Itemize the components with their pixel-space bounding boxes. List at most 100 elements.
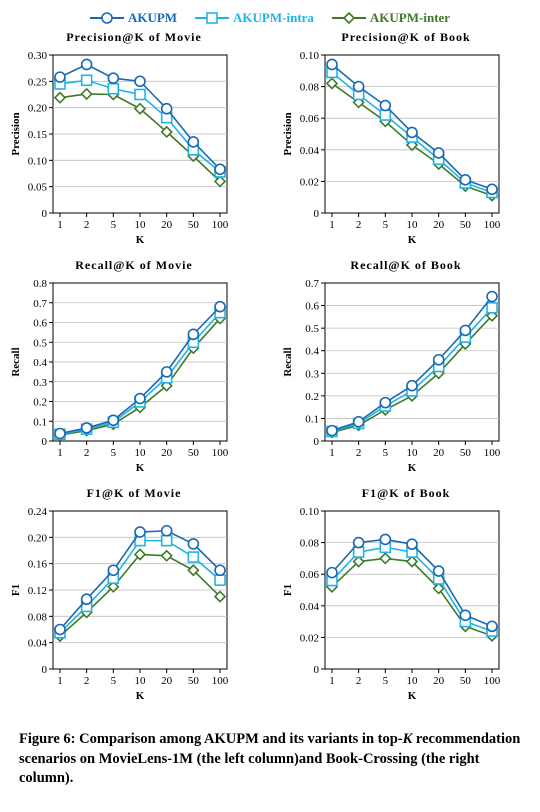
svg-text:Precision: Precision bbox=[282, 112, 294, 155]
chart-svg: 00.020.040.060.080.10125102050100KPrecis… bbox=[277, 47, 509, 247]
svg-text:0.06: 0.06 bbox=[300, 569, 320, 581]
svg-text:F1: F1 bbox=[10, 584, 22, 596]
svg-text:0.20: 0.20 bbox=[28, 103, 48, 115]
svg-text:0.4: 0.4 bbox=[33, 357, 47, 369]
chart-panel-f1-book: F1@K of Book00.020.040.060.080.101251020… bbox=[277, 486, 535, 708]
legend: AKUPM AKUPM-intra AKUPM-inter bbox=[5, 10, 535, 26]
svg-text:20: 20 bbox=[433, 675, 445, 687]
svg-text:K: K bbox=[136, 462, 145, 474]
svg-text:0.2: 0.2 bbox=[33, 397, 47, 409]
legend-label: AKUPM-intra bbox=[233, 10, 314, 26]
svg-text:F1: F1 bbox=[282, 584, 294, 596]
svg-text:1: 1 bbox=[57, 675, 63, 687]
legend-label: AKUPM-inter bbox=[370, 10, 450, 26]
svg-text:K: K bbox=[408, 234, 417, 246]
svg-text:100: 100 bbox=[484, 675, 501, 687]
svg-text:0.3: 0.3 bbox=[305, 368, 319, 380]
figure-caption: Figure 6: Comparison among AKUPM and its… bbox=[19, 730, 521, 789]
svg-text:0.02: 0.02 bbox=[300, 632, 319, 644]
svg-text:20: 20 bbox=[161, 219, 173, 231]
svg-text:0.15: 0.15 bbox=[28, 129, 48, 141]
svg-text:0: 0 bbox=[42, 436, 48, 448]
svg-text:0.8: 0.8 bbox=[33, 278, 47, 290]
caption-line1: Figure 6: Comparison among AKUPM and its… bbox=[19, 731, 403, 747]
panel-title: Precision@K of Movie bbox=[5, 30, 263, 45]
svg-text:2: 2 bbox=[84, 675, 90, 687]
svg-text:10: 10 bbox=[407, 447, 419, 459]
legend-item: AKUPM-inter bbox=[332, 10, 450, 26]
svg-text:10: 10 bbox=[135, 447, 147, 459]
panel-title: F1@K of Book bbox=[277, 486, 535, 501]
svg-text:0.5: 0.5 bbox=[33, 337, 47, 349]
svg-text:0.3: 0.3 bbox=[33, 377, 47, 389]
svg-text:0.1: 0.1 bbox=[305, 413, 319, 425]
svg-text:0.2: 0.2 bbox=[305, 391, 319, 403]
svg-text:20: 20 bbox=[433, 219, 445, 231]
svg-text:50: 50 bbox=[188, 675, 200, 687]
svg-text:0.20: 0.20 bbox=[28, 532, 48, 544]
svg-text:0.06: 0.06 bbox=[300, 113, 320, 125]
chart-svg: 00.040.080.120.160.200.24125102050100KF1 bbox=[5, 503, 237, 703]
svg-text:2: 2 bbox=[84, 447, 90, 459]
chart-svg: 00.10.20.30.40.50.60.70.8125102050100KRe… bbox=[5, 275, 237, 475]
svg-text:50: 50 bbox=[460, 675, 472, 687]
svg-text:50: 50 bbox=[188, 447, 200, 459]
svg-text:0.08: 0.08 bbox=[28, 611, 48, 623]
svg-text:1: 1 bbox=[57, 219, 63, 231]
chart-panel-recall-movie: Recall@K of Movie00.10.20.30.40.50.60.70… bbox=[5, 258, 263, 480]
svg-text:0: 0 bbox=[42, 664, 48, 676]
svg-text:K: K bbox=[136, 234, 145, 246]
svg-text:0.6: 0.6 bbox=[305, 301, 319, 313]
svg-text:50: 50 bbox=[460, 447, 472, 459]
svg-text:1: 1 bbox=[329, 675, 335, 687]
svg-text:1: 1 bbox=[329, 219, 335, 231]
svg-text:20: 20 bbox=[161, 447, 173, 459]
svg-text:0.08: 0.08 bbox=[300, 82, 320, 94]
svg-text:2: 2 bbox=[84, 219, 90, 231]
svg-text:0: 0 bbox=[42, 208, 48, 220]
svg-text:0.10: 0.10 bbox=[300, 506, 320, 518]
svg-text:2: 2 bbox=[356, 675, 362, 687]
chart-panel-recall-book: Recall@K of Book00.10.20.30.40.50.60.712… bbox=[277, 258, 535, 480]
svg-text:0.12: 0.12 bbox=[28, 585, 47, 597]
svg-text:0.16: 0.16 bbox=[28, 559, 48, 571]
circle-icon bbox=[90, 11, 124, 25]
svg-text:10: 10 bbox=[135, 219, 147, 231]
svg-text:0: 0 bbox=[314, 436, 320, 448]
svg-text:0.08: 0.08 bbox=[300, 538, 320, 550]
svg-text:0.04: 0.04 bbox=[300, 601, 320, 613]
legend-item: AKUPM bbox=[90, 10, 177, 26]
svg-text:20: 20 bbox=[161, 675, 173, 687]
legend-label: AKUPM bbox=[128, 10, 177, 26]
svg-text:5: 5 bbox=[111, 675, 117, 687]
svg-text:100: 100 bbox=[212, 675, 229, 687]
svg-text:100: 100 bbox=[484, 447, 501, 459]
svg-text:2: 2 bbox=[356, 447, 362, 459]
svg-text:1: 1 bbox=[57, 447, 63, 459]
svg-text:0.04: 0.04 bbox=[28, 638, 48, 650]
square-icon bbox=[195, 11, 229, 25]
svg-text:0.25: 0.25 bbox=[28, 76, 48, 88]
svg-text:5: 5 bbox=[111, 219, 117, 231]
panel-title: Recall@K of Movie bbox=[5, 258, 263, 273]
svg-text:10: 10 bbox=[135, 675, 147, 687]
chart-panel-precision-book: Precision@K of Book00.020.040.060.080.10… bbox=[277, 30, 535, 252]
svg-text:0.02: 0.02 bbox=[300, 176, 319, 188]
svg-text:0.1: 0.1 bbox=[33, 416, 47, 428]
panel-title: F1@K of Movie bbox=[5, 486, 263, 501]
svg-text:2: 2 bbox=[356, 219, 362, 231]
svg-text:Recall: Recall bbox=[282, 347, 294, 376]
svg-text:5: 5 bbox=[383, 675, 389, 687]
chart-svg: 00.050.100.150.200.250.30125102050100KPr… bbox=[5, 47, 237, 247]
chart-grid: Precision@K of Movie00.050.100.150.200.2… bbox=[5, 30, 535, 708]
svg-text:K: K bbox=[408, 690, 417, 702]
svg-text:K: K bbox=[136, 690, 145, 702]
svg-text:5: 5 bbox=[111, 447, 117, 459]
svg-text:Precision: Precision bbox=[10, 112, 22, 155]
svg-text:0: 0 bbox=[314, 208, 320, 220]
svg-text:0.6: 0.6 bbox=[33, 318, 47, 330]
svg-text:0.30: 0.30 bbox=[28, 50, 48, 62]
svg-text:0.4: 0.4 bbox=[305, 346, 319, 358]
svg-text:Recall: Recall bbox=[10, 347, 22, 376]
svg-text:0: 0 bbox=[314, 664, 320, 676]
